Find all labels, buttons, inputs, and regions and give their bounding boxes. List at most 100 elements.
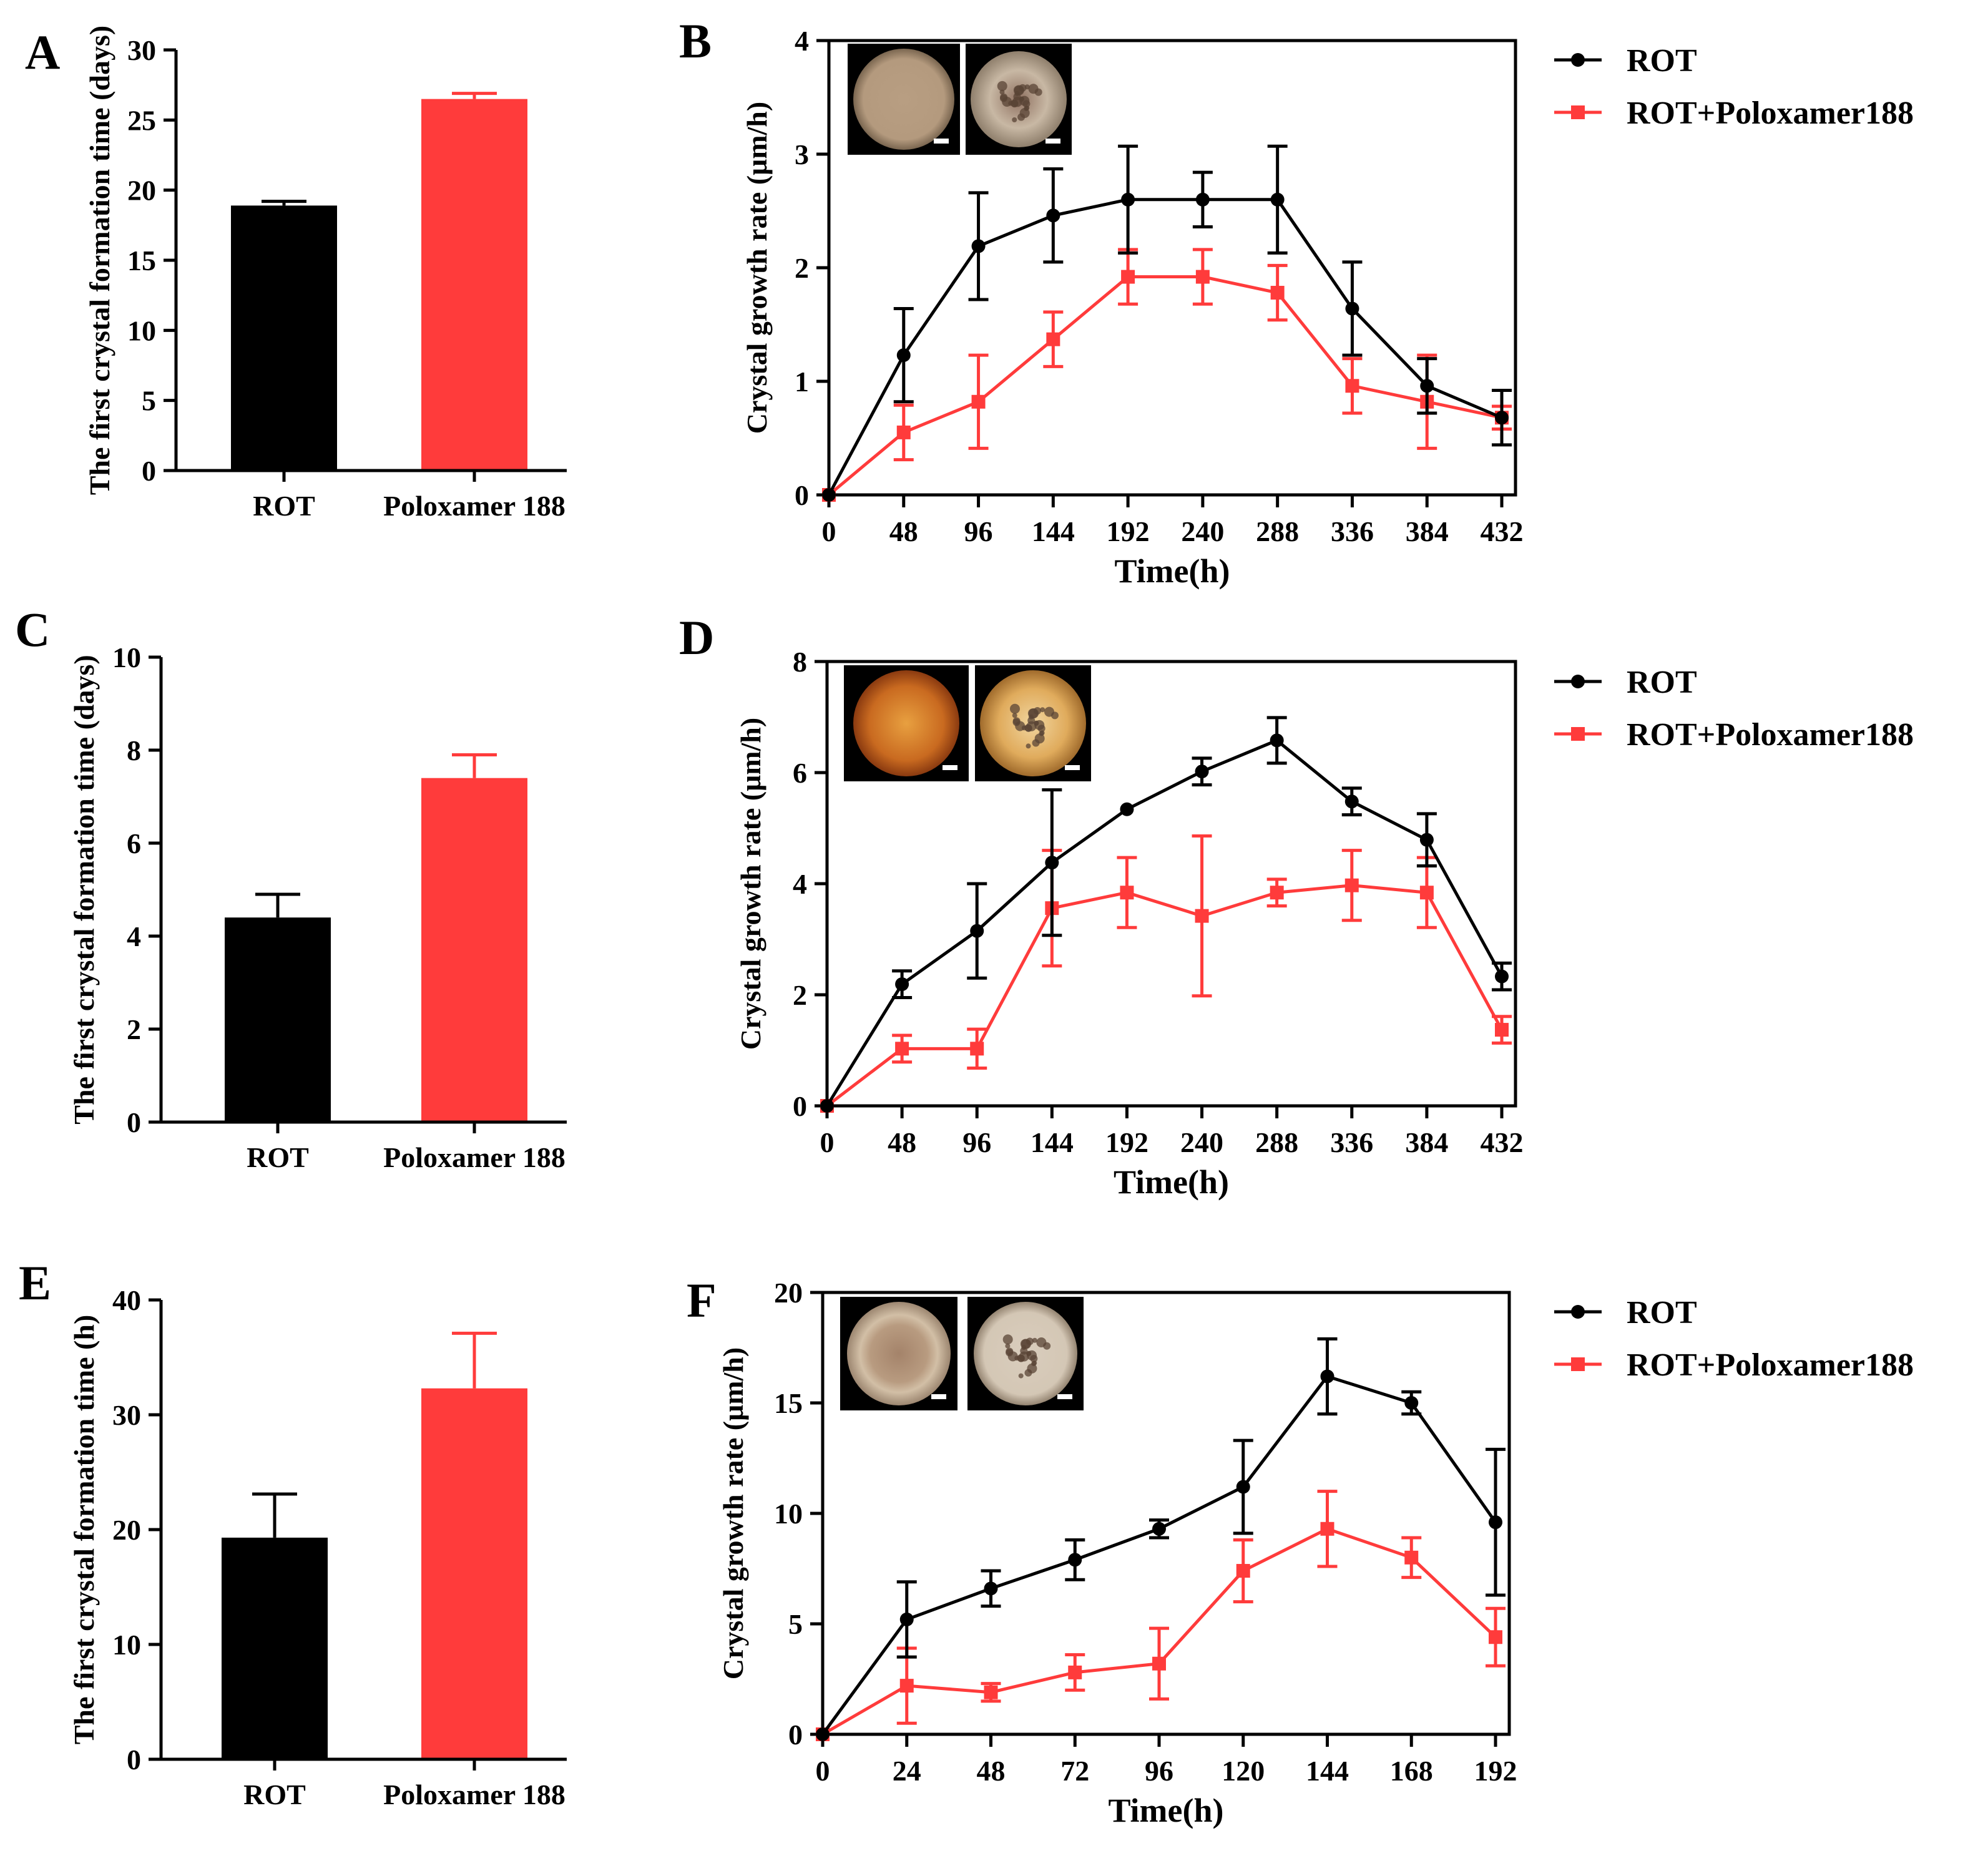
scale-bar [1045, 139, 1060, 144]
x-tick-label: 288 [1256, 515, 1299, 547]
data-point [970, 924, 984, 938]
y-tick-label: 2 [795, 252, 809, 284]
x-tick-label: 384 [1405, 1126, 1448, 1158]
data-point [896, 425, 911, 439]
y-axis-title: The first crystal formation time (h) [68, 1315, 100, 1745]
scale-bar [1057, 1394, 1072, 1399]
x-tick-label: Poloxamer 188 [383, 1141, 566, 1173]
y-tick-label: 5 [142, 385, 156, 417]
data-point [971, 239, 986, 253]
crystal-speck [1034, 88, 1042, 96]
crystal-speck [1050, 711, 1059, 720]
crystal-speck [1005, 1343, 1011, 1349]
legend-swatch-marker [1571, 1357, 1585, 1371]
x-tick-label: 0 [820, 1126, 835, 1158]
data-point [1404, 1396, 1419, 1410]
crystal-speck [1020, 1339, 1031, 1349]
data-point [1045, 856, 1059, 870]
x-tick-label: 120 [1222, 1755, 1265, 1787]
data-point [1120, 802, 1134, 816]
data-point [1195, 909, 1209, 923]
data-point [1270, 192, 1285, 207]
x-tick-label: 432 [1481, 1126, 1524, 1158]
legend-swatch-marker [1571, 105, 1585, 119]
panel-label: A [25, 25, 60, 79]
data-point [1270, 733, 1284, 748]
data-point [1489, 1630, 1502, 1644]
data-point [896, 348, 911, 363]
inset-micrograph-rot-poloxamer188 [967, 1297, 1084, 1410]
x-tick-label: 192 [1107, 515, 1150, 547]
x-tick-label: 168 [1390, 1755, 1433, 1787]
x-tick-label: 48 [888, 1126, 916, 1158]
x-tick-label: 48 [889, 515, 918, 547]
data-point [1495, 1023, 1509, 1037]
y-tick-label: 20 [127, 175, 156, 207]
data-point [899, 1679, 914, 1693]
series-rot [820, 716, 1512, 1113]
crystal-speck [1037, 725, 1045, 733]
inset-micrograph-rot [844, 665, 969, 781]
inset-micrograph-rot-poloxamer188 [975, 665, 1091, 781]
legend-swatch-marker [1571, 675, 1585, 688]
x-tick-label: 240 [1180, 1126, 1223, 1158]
x-tick-label: Poloxamer 188 [383, 1779, 566, 1810]
bar [231, 205, 337, 471]
petri-dish [853, 670, 959, 776]
data-point [895, 977, 909, 992]
legend-label: ROT+Poloxamer188 [1627, 95, 1914, 131]
y-axis-title: Crystal growth rate (μm/h) [735, 718, 766, 1050]
y-axis-title: Crystal growth rate (μm/h) [741, 102, 773, 434]
y-tick-label: 30 [127, 34, 156, 66]
data-point [816, 1727, 830, 1741]
petri-dish [853, 49, 954, 150]
y-tick-label: 10 [774, 1498, 803, 1530]
series-rot [816, 1337, 1506, 1741]
bar [222, 1537, 328, 1759]
x-tick-label: 192 [1474, 1755, 1517, 1787]
data-point [1320, 1521, 1334, 1536]
scale-bar [931, 1394, 946, 1399]
legend-label: ROT+Poloxamer188 [1627, 717, 1914, 753]
x-tick-label: ROT [243, 1779, 306, 1810]
scale-bar [943, 765, 957, 770]
bar [421, 99, 527, 471]
data-point [1419, 833, 1434, 847]
line-chart-d: D 0 2 4 6 8 0 48 96 144 192 240 288 336 384 432 Time(h) C… [679, 610, 1914, 1201]
y-axis-title: The first crystal formation time (days) [84, 26, 115, 495]
x-axis-title: Time(h) [1114, 1163, 1229, 1201]
y-tick-label: 0 [127, 1744, 141, 1775]
data-point [1152, 1656, 1166, 1671]
crystal-speck [1012, 713, 1017, 718]
y-tick-label: 1 [795, 366, 809, 398]
y-tick-label: 25 [127, 104, 156, 136]
data-point [1345, 301, 1359, 316]
data-point [984, 1685, 998, 1699]
x-tick-label: 288 [1255, 1126, 1298, 1158]
y-tick-label: 2 [127, 1013, 141, 1045]
y-tick-label: 10 [112, 1629, 141, 1661]
series-rot-poloxamer188 [820, 834, 1512, 1113]
y-tick-label: 40 [112, 1284, 141, 1316]
data-point [1068, 1665, 1082, 1679]
crystal-speck [1024, 84, 1030, 90]
data-point [1195, 192, 1210, 207]
scale-bar [1065, 765, 1080, 770]
y-tick-label: 0 [793, 1090, 807, 1122]
crystal-speck [1026, 1350, 1032, 1356]
data-point [1152, 1521, 1166, 1536]
x-tick-label: 192 [1105, 1126, 1148, 1158]
crystal-speck [1032, 1360, 1037, 1366]
crystal-speck [1026, 743, 1031, 749]
series-line [827, 198, 1502, 496]
crystal-speck [1019, 96, 1024, 102]
bar [225, 917, 331, 1122]
inset-micrograph-rot [848, 44, 960, 155]
panel-label: B [679, 14, 712, 68]
series-rot-poloxamer188 [822, 248, 1512, 502]
x-tick-label: 48 [977, 1755, 1006, 1787]
y-tick-label: 20 [774, 1277, 803, 1309]
y-tick-label: 6 [127, 828, 141, 859]
data-point [1419, 886, 1434, 900]
x-axis-title: Time(h) [1109, 1792, 1224, 1829]
